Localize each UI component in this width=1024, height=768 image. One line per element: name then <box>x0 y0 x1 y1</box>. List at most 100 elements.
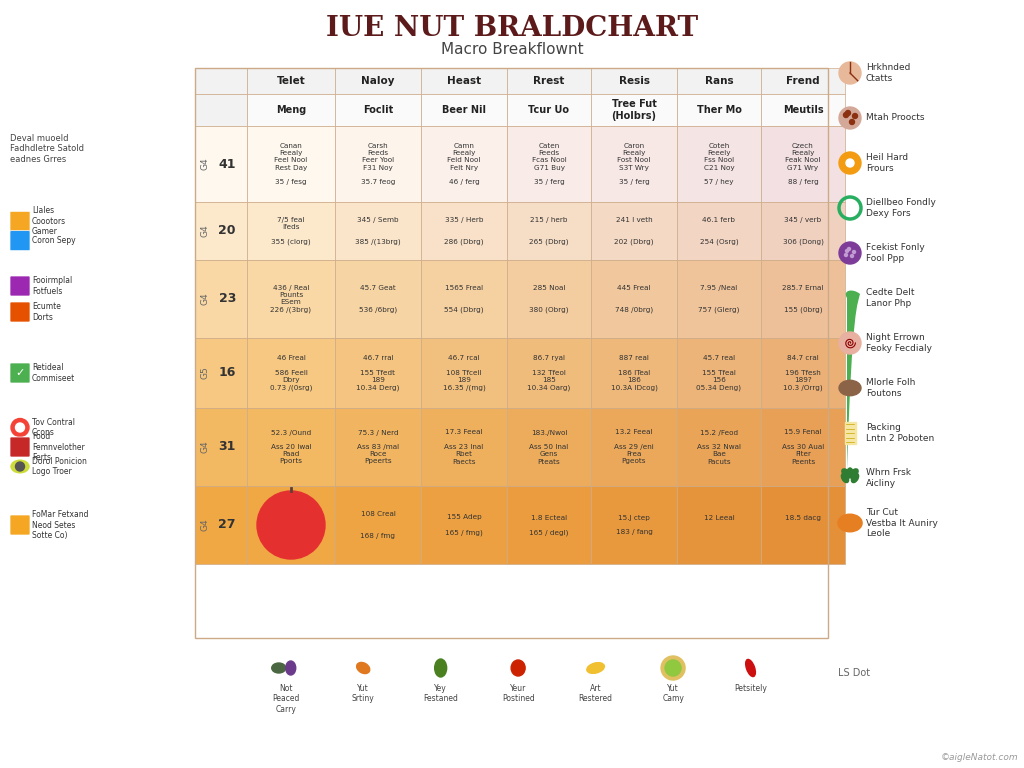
Bar <box>591 260 677 338</box>
Text: 23: 23 <box>218 293 236 306</box>
Ellipse shape <box>271 663 286 673</box>
Bar <box>507 260 591 338</box>
Circle shape <box>853 114 857 118</box>
Text: 16: 16 <box>218 366 236 379</box>
Text: 13.2 Feeal

Ass 29 /eni
Frea
Pgeots: 13.2 Feeal Ass 29 /eni Frea Pgeots <box>614 429 654 465</box>
Text: 45.7 real

155 Tfeal
156
05.34 Deng): 45.7 real 155 Tfeal 156 05.34 Deng) <box>696 356 741 391</box>
Circle shape <box>839 332 861 354</box>
Bar <box>247 486 335 564</box>
Text: 45.7 Geat


536 /6brg): 45.7 Geat 536 /6brg) <box>359 285 397 313</box>
Bar <box>247 68 335 94</box>
Bar <box>335 338 421 408</box>
Text: Deval muoeld
Fadhdletre Satold
eadnes Grres: Deval muoeld Fadhdletre Satold eadnes Gr… <box>10 134 84 164</box>
Text: 18.5 dacg: 18.5 dacg <box>785 515 821 535</box>
Text: Packing
Lntn 2 Poboten: Packing Lntn 2 Poboten <box>866 423 934 442</box>
FancyBboxPatch shape <box>10 302 30 322</box>
Text: ✓: ✓ <box>15 368 25 378</box>
Circle shape <box>665 660 681 676</box>
Text: LS Dot: LS Dot <box>838 668 870 678</box>
Text: Coteh
Feeely
Fss Nool
C21 Noy

57 / hey: Coteh Feeely Fss Nool C21 Noy 57 / hey <box>703 143 734 185</box>
Ellipse shape <box>11 419 29 436</box>
Circle shape <box>839 242 861 264</box>
Text: Coron Sepy: Coron Sepy <box>32 237 76 245</box>
Text: 52.3 /Ound

Ass 20 Iwal
Paad
Pports: 52.3 /Ound Ass 20 Iwal Paad Pports <box>270 429 311 465</box>
Bar <box>335 94 421 126</box>
Text: 27: 27 <box>218 518 236 531</box>
FancyBboxPatch shape <box>10 276 30 296</box>
Ellipse shape <box>11 460 29 473</box>
Text: 1.8 Ecteal

165 / degl): 1.8 Ecteal 165 / degl) <box>529 515 568 535</box>
Bar <box>195 68 247 94</box>
Text: 46.7 rral

155 Tfedt
189
10.34 Derg): 46.7 rral 155 Tfedt 189 10.34 Derg) <box>356 356 399 391</box>
Ellipse shape <box>15 423 25 432</box>
Text: Caron
Feealy
Fost Nool
S3T Wry

35 / ferg: Caron Feealy Fost Nool S3T Wry 35 / ferg <box>617 143 650 185</box>
Bar <box>421 486 507 564</box>
Text: 345 / verb


306 (Dong): 345 / verb 306 (Dong) <box>782 217 823 245</box>
Text: 31: 31 <box>218 441 236 453</box>
Bar <box>591 202 677 260</box>
Text: IUE NUT BRALDCHART: IUE NUT BRALDCHART <box>326 15 698 41</box>
Text: Yeur
Postined: Yeur Postined <box>502 684 535 703</box>
Text: G4: G4 <box>201 441 210 453</box>
Bar <box>507 202 591 260</box>
Bar <box>335 260 421 338</box>
Text: 155 Adep

165 / fmg): 155 Adep 165 / fmg) <box>445 515 483 535</box>
Text: 75.3 / Nerd

Ass 83 /mal
Roce
Ppeerts: 75.3 / Nerd Ass 83 /mal Roce Ppeerts <box>357 429 399 465</box>
Bar <box>421 408 507 486</box>
Text: Camn
Feealy
Feid Nool
Felt Nry

46 / ferg: Camn Feealy Feid Nool Felt Nry 46 / ferg <box>447 143 480 185</box>
Text: 183./Nwol

Ass 50 Inal
Gens
Pteats: 183./Nwol Ass 50 Inal Gens Pteats <box>529 429 568 465</box>
Bar <box>677 338 761 408</box>
Text: Carsh
Feeds
Feer Yool
F31 Noy

35.7 feog: Carsh Feeds Feer Yool F31 Noy 35.7 feog <box>360 143 395 185</box>
Text: G4: G4 <box>201 157 210 170</box>
Bar <box>677 68 761 94</box>
Circle shape <box>15 462 25 471</box>
Text: Food
Femnvelother
Ferts: Food Femnvelother Ferts <box>32 432 85 462</box>
Bar <box>761 260 845 338</box>
Ellipse shape <box>434 659 446 677</box>
Bar <box>421 202 507 260</box>
Text: Cedte Delt
Lanor Php: Cedte Delt Lanor Php <box>866 288 914 308</box>
Text: Heast: Heast <box>446 76 481 86</box>
Text: Yut
Camy: Yut Camy <box>663 684 684 703</box>
Text: 15.9 Fenal

Ass 30 Aual
Fiter
Peents: 15.9 Fenal Ass 30 Aual Fiter Peents <box>782 429 824 465</box>
Bar <box>335 408 421 486</box>
Text: Macro Breakflownt: Macro Breakflownt <box>440 42 584 58</box>
Bar <box>761 126 845 202</box>
Bar <box>677 260 761 338</box>
Text: 84.7 cral

196 Tfesh
189?
10.3 /Orrg): 84.7 cral 196 Tfesh 189? 10.3 /Orrg) <box>783 356 823 391</box>
Bar <box>335 68 421 94</box>
Text: 215 / herb


265 (Dbrg): 215 / herb 265 (Dbrg) <box>529 217 568 245</box>
Circle shape <box>848 247 851 250</box>
Bar <box>247 202 335 260</box>
Bar <box>247 408 335 486</box>
Text: Llales
Coootors
Gamer: Llales Coootors Gamer <box>32 207 67 237</box>
Bar <box>591 486 677 564</box>
Circle shape <box>846 111 851 115</box>
Ellipse shape <box>286 661 296 675</box>
Bar <box>761 486 845 564</box>
Text: G4: G4 <box>201 293 210 306</box>
Bar <box>677 126 761 202</box>
Circle shape <box>851 254 853 257</box>
Bar <box>247 260 335 338</box>
Text: 285 Noal


380 (Obrg): 285 Noal 380 (Obrg) <box>529 285 568 313</box>
Circle shape <box>839 152 861 174</box>
Ellipse shape <box>847 468 853 478</box>
Text: Canan
Feealy
Feel Nool
Rest Day

35 / fesg: Canan Feealy Feel Nool Rest Day 35 / fes… <box>274 143 307 185</box>
Bar <box>591 126 677 202</box>
Bar <box>247 126 335 202</box>
Text: G5: G5 <box>201 366 210 379</box>
Text: Frend: Frend <box>786 76 820 86</box>
Text: Fooirmplal
Fotfuels: Fooirmplal Fotfuels <box>32 276 73 296</box>
Bar <box>591 338 677 408</box>
Text: 15.J ctep

183 / fang: 15.J ctep 183 / fang <box>615 515 652 535</box>
Text: Naloy: Naloy <box>361 76 394 86</box>
Text: Ther Mo: Ther Mo <box>696 105 741 115</box>
Text: Whrn Frsk
Aicliny: Whrn Frsk Aicliny <box>866 468 911 488</box>
Text: FoMar Fetxand
Neod Setes
Sotte Co): FoMar Fetxand Neod Setes Sotte Co) <box>32 510 88 540</box>
FancyBboxPatch shape <box>10 363 30 383</box>
Text: Rrest: Rrest <box>534 76 564 86</box>
Ellipse shape <box>842 469 850 477</box>
Bar <box>247 94 335 126</box>
Text: 12 Leeal: 12 Leeal <box>703 515 734 535</box>
